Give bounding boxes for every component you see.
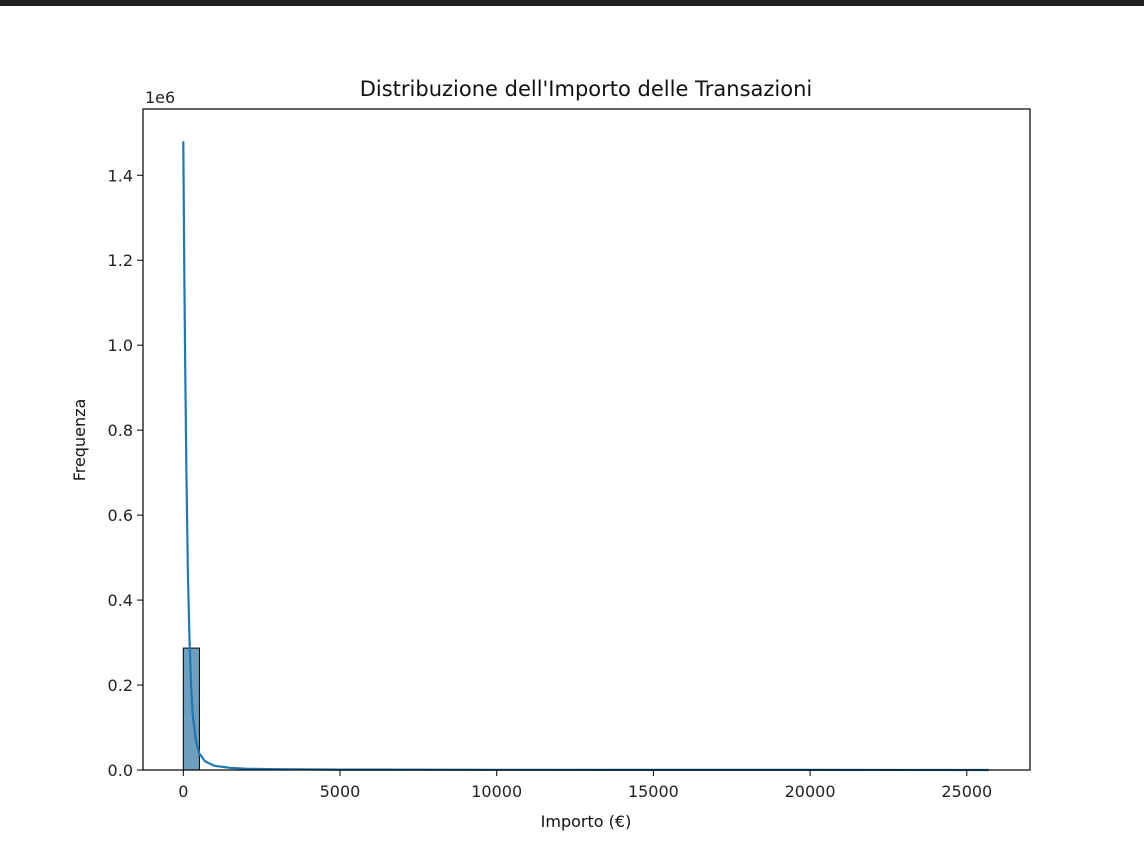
y-tick-label: 1.0	[108, 336, 133, 355]
x-tick-label: 0	[178, 782, 188, 801]
window-top-bar	[0, 0, 1144, 6]
x-tick-label: 25000	[941, 782, 992, 801]
x-axis-label: Importo (€)	[541, 812, 632, 831]
chart-title: Distribuzione dell'Importo delle Transaz…	[360, 77, 813, 101]
x-tick-label: 20000	[785, 782, 836, 801]
y-offset-label: 1e6	[145, 88, 175, 107]
kde-curve-group	[182, 141, 989, 772]
x-tick-label: 5000	[320, 782, 361, 801]
y-tick-label: 0.0	[108, 761, 133, 780]
y-tick-label: 0.2	[108, 676, 133, 695]
plot-area-frame	[142, 108, 1031, 771]
x-tick-label: 15000	[628, 782, 679, 801]
x-axis-ticks: 0 5000 10000 15000 20000 25000	[178, 770, 992, 801]
y-tick-label: 0.6	[108, 506, 133, 525]
y-axis-label: Frequenza	[70, 399, 89, 482]
y-axis-ticks: 0.0 0.2 0.4 0.6 0.8 1.0 1.2 1.4	[108, 166, 143, 780]
y-tick-label: 0.8	[108, 421, 133, 440]
y-tick-label: 1.4	[108, 166, 133, 185]
y-tick-label: 0.4	[108, 591, 133, 610]
kde-line	[182, 141, 989, 772]
y-tick-label: 1.2	[108, 251, 133, 270]
x-tick-label: 10000	[471, 782, 522, 801]
